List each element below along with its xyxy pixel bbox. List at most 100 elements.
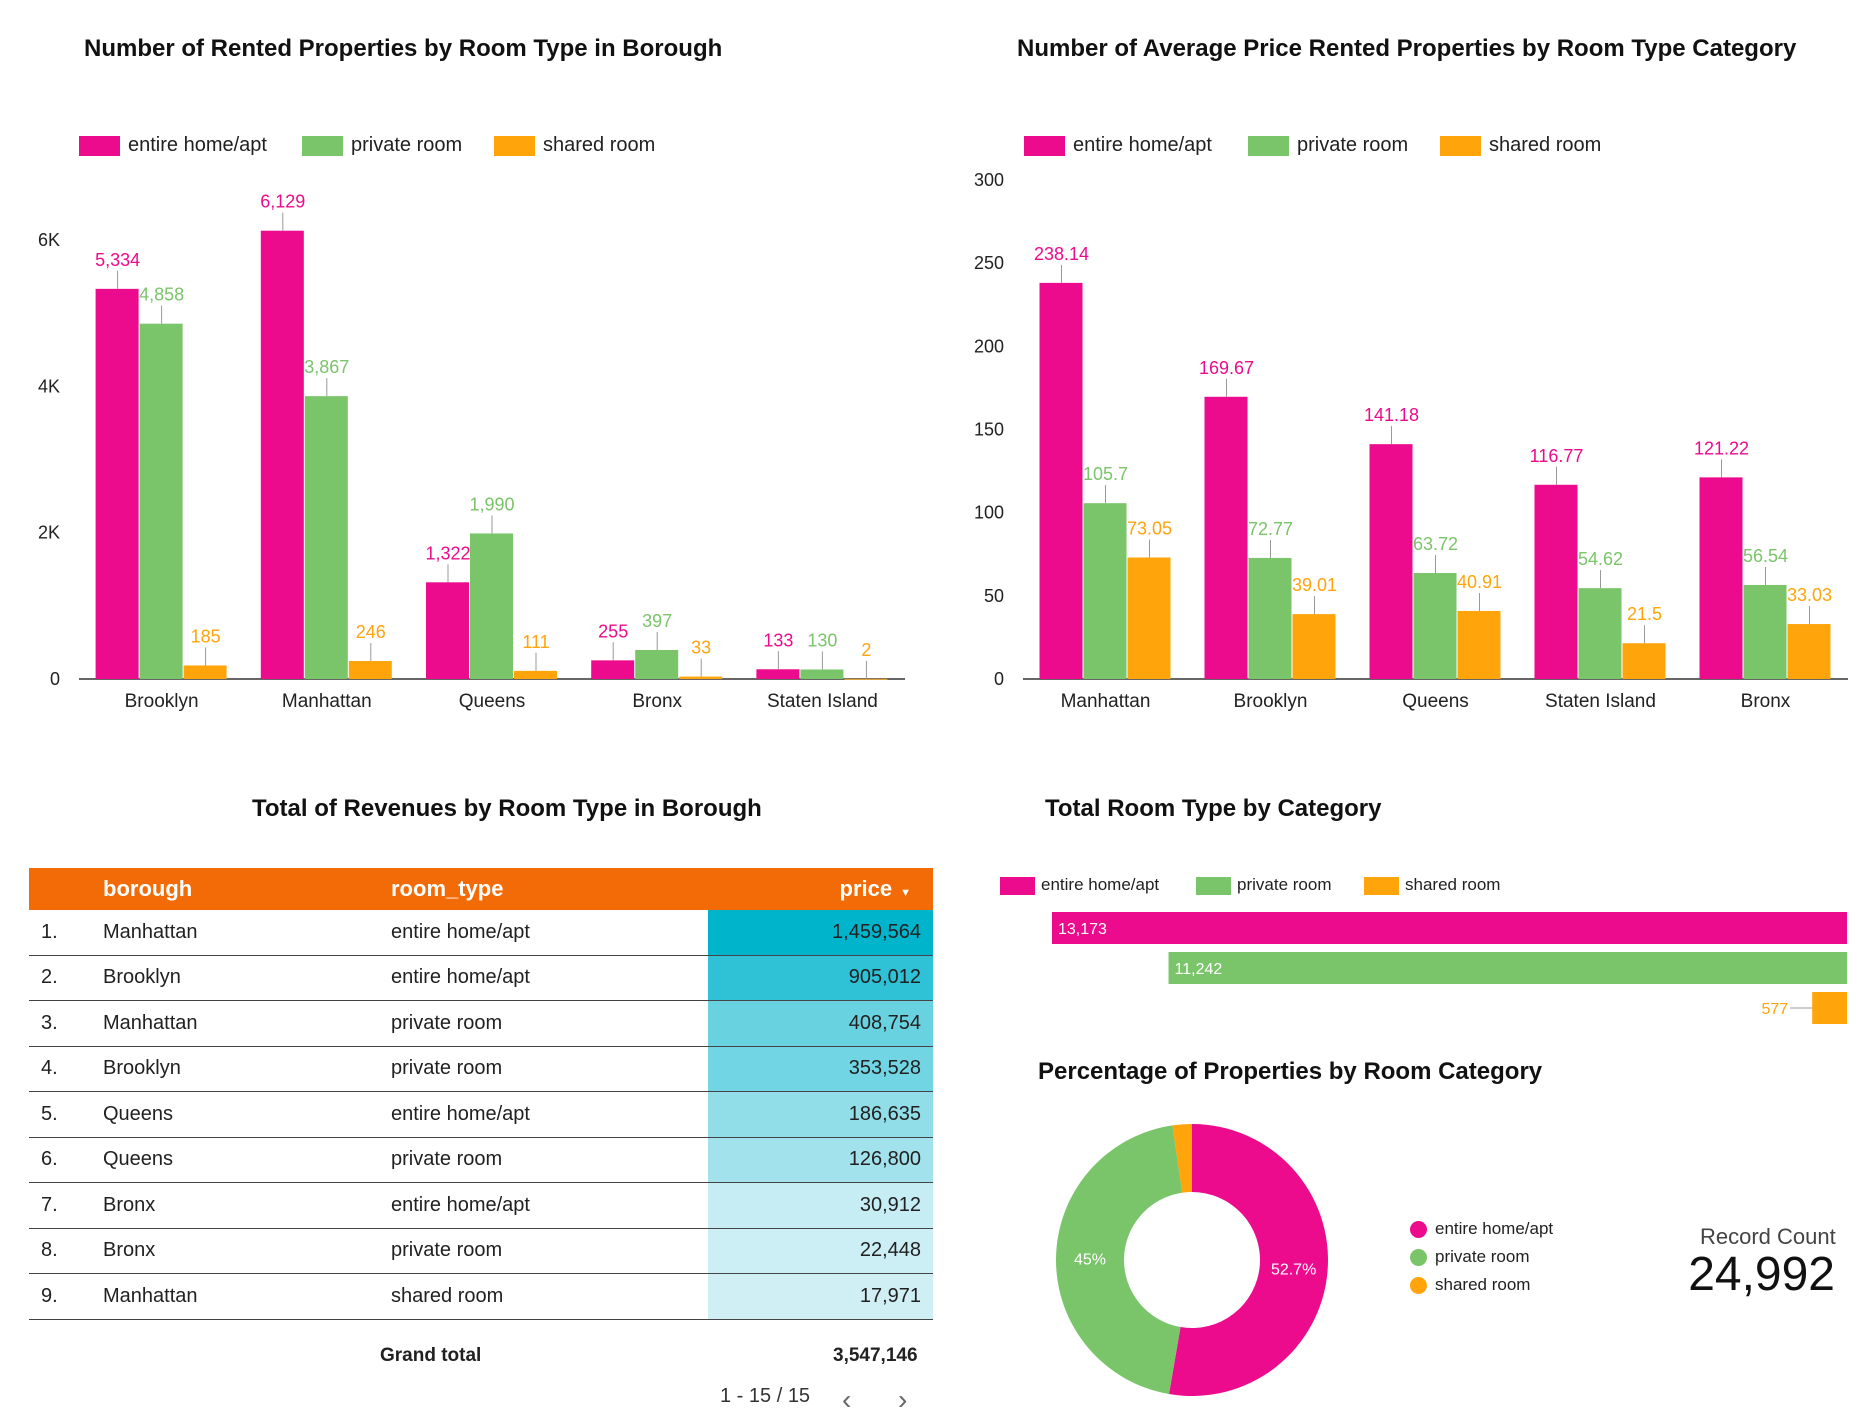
row-index: 9.: [29, 1273, 103, 1320]
bar: [756, 669, 800, 679]
table-row[interactable]: 8. Bronx private room 22,448: [29, 1228, 933, 1274]
legend-item-entire[interactable]: entire home/apt: [1024, 134, 1212, 157]
x-tick-label: Brooklyn: [125, 691, 199, 712]
table-title-revenues: Total of Revenues by Room Type in Boroug…: [252, 795, 762, 822]
row-index: 3.: [29, 1000, 103, 1047]
chart-title-rented-properties: Number of Rented Properties by Room Type…: [84, 35, 723, 62]
data-label: 130: [807, 630, 837, 650]
y-tick-label: 150: [974, 420, 1004, 440]
data-label: 133: [763, 630, 793, 650]
y-tick-label: 6K: [38, 230, 60, 250]
cell-room-type: entire home/apt: [391, 910, 708, 956]
legend-item-shared[interactable]: shared room: [1440, 134, 1601, 157]
table-row[interactable]: 1. Manhattan entire home/apt 1,459,564: [29, 910, 933, 956]
cell-price: 408,754: [708, 1000, 933, 1047]
pie-slice: [1172, 1124, 1192, 1193]
bar: [591, 660, 635, 679]
legend-swatch-entire: [1000, 876, 1035, 895]
legend-swatch-entire: [79, 136, 120, 157]
y-tick-label: 200: [974, 336, 1004, 356]
table-row[interactable]: 4. Brooklyn private room 353,528: [29, 1046, 933, 1092]
data-label: 2: [861, 640, 871, 660]
legend-label: entire home/apt: [1073, 134, 1212, 156]
legend-item-entire[interactable]: entire home/apt: [1000, 875, 1159, 895]
data-label: 141.18: [1364, 405, 1419, 425]
cell-borough: Queens: [103, 1091, 391, 1138]
bar: [1578, 588, 1622, 679]
table-header-borough[interactable]: borough: [103, 868, 391, 910]
cell-price: 17,971: [708, 1273, 933, 1320]
slice-label: 45%: [1074, 1252, 1106, 1269]
table-row[interactable]: 5. Queens entire home/apt 186,635: [29, 1091, 933, 1138]
legend-item-shared[interactable]: shared room: [494, 134, 655, 157]
y-tick-label: 0: [50, 669, 60, 689]
table-row[interactable]: 9. Manhattan shared room 17,971: [29, 1273, 933, 1320]
slice-label: 52.7%: [1271, 1262, 1316, 1279]
cell-price: 353,528: [708, 1046, 933, 1092]
bar: [95, 288, 139, 679]
bar: [1622, 643, 1666, 679]
bar: [183, 665, 227, 679]
table-row[interactable]: 6. Queens private room 126,800: [29, 1137, 933, 1183]
legend-item-entire[interactable]: entire home/apt: [1410, 1219, 1553, 1239]
chevron-right-icon[interactable]: ›: [898, 1384, 908, 1415]
row-index: 6.: [29, 1137, 103, 1183]
table-row[interactable]: 2. Brooklyn entire home/apt 905,012: [29, 955, 933, 1001]
legend-item-shared[interactable]: shared room: [1364, 875, 1500, 895]
cell-room-type: private room: [391, 1228, 708, 1274]
legend-item-private[interactable]: private room: [1196, 875, 1331, 895]
legend-label: entire home/apt: [1435, 1219, 1554, 1238]
legend-label: shared room: [543, 134, 656, 156]
bar: [635, 649, 679, 679]
legend-item-shared[interactable]: shared room: [1410, 1275, 1530, 1295]
bar: [1743, 584, 1787, 679]
cell-price: 22,448: [708, 1228, 933, 1274]
legend-item-private[interactable]: private room: [302, 134, 462, 157]
data-label: 54.62: [1578, 549, 1623, 569]
legend-swatch-shared: [494, 136, 535, 157]
legend-item-private[interactable]: private room: [1410, 1247, 1529, 1267]
bar: [1699, 477, 1743, 679]
cell-borough: Manhattan: [103, 910, 391, 956]
bar: [1457, 610, 1501, 679]
data-label: 33: [691, 638, 711, 658]
cell-room-type: private room: [391, 1046, 708, 1092]
grand-total-value: 3,547,146: [833, 1345, 918, 1366]
bar: [514, 670, 557, 679]
legend-item-entire[interactable]: entire home/apt: [79, 134, 267, 157]
data-label: 4,858: [139, 285, 184, 305]
table-header-row: borough room_type price ▼: [29, 868, 933, 910]
x-tick-label: Bronx: [632, 691, 682, 712]
data-label: 73.05: [1127, 518, 1172, 538]
row-index: 2.: [29, 955, 103, 1001]
cell-borough: Brooklyn: [103, 955, 391, 1001]
cell-borough: Manhattan: [103, 1273, 391, 1320]
bar: [844, 678, 888, 680]
table-header-price[interactable]: price ▼: [708, 868, 933, 910]
cell-room-type: private room: [391, 1000, 708, 1047]
cell-room-type: entire home/apt: [391, 955, 708, 1001]
legend-label: entire home/apt: [128, 134, 267, 156]
legend-item-private[interactable]: private room: [1248, 134, 1408, 157]
table-row[interactable]: 3. Manhattan private room 408,754: [29, 1000, 933, 1047]
legend-dot-shared: [1410, 1277, 1427, 1295]
cell-room-type: entire home/apt: [391, 1091, 708, 1138]
row-index: 8.: [29, 1228, 103, 1274]
table-row[interactable]: 7. Bronx entire home/apt 30,912: [29, 1182, 933, 1229]
legend-label: private room: [1297, 134, 1409, 156]
chevron-left-icon[interactable]: ‹: [842, 1384, 852, 1415]
legend-label: entire home/apt: [1041, 875, 1160, 894]
bar: [679, 676, 723, 679]
cell-borough: Bronx: [103, 1228, 391, 1274]
data-label: 56.54: [1743, 546, 1788, 566]
data-label: 116.77: [1530, 446, 1584, 466]
x-tick-label: Staten Island: [1545, 691, 1656, 712]
sort-desc-icon[interactable]: ▼: [900, 887, 911, 899]
x-tick-label: Staten Island: [767, 691, 878, 712]
data-label: 238.14: [1034, 244, 1089, 264]
bar: [1204, 396, 1248, 679]
x-tick-label: Queens: [459, 691, 526, 712]
table-header-price-label: price: [839, 876, 893, 901]
table-header-room-type[interactable]: room_type: [391, 868, 708, 910]
